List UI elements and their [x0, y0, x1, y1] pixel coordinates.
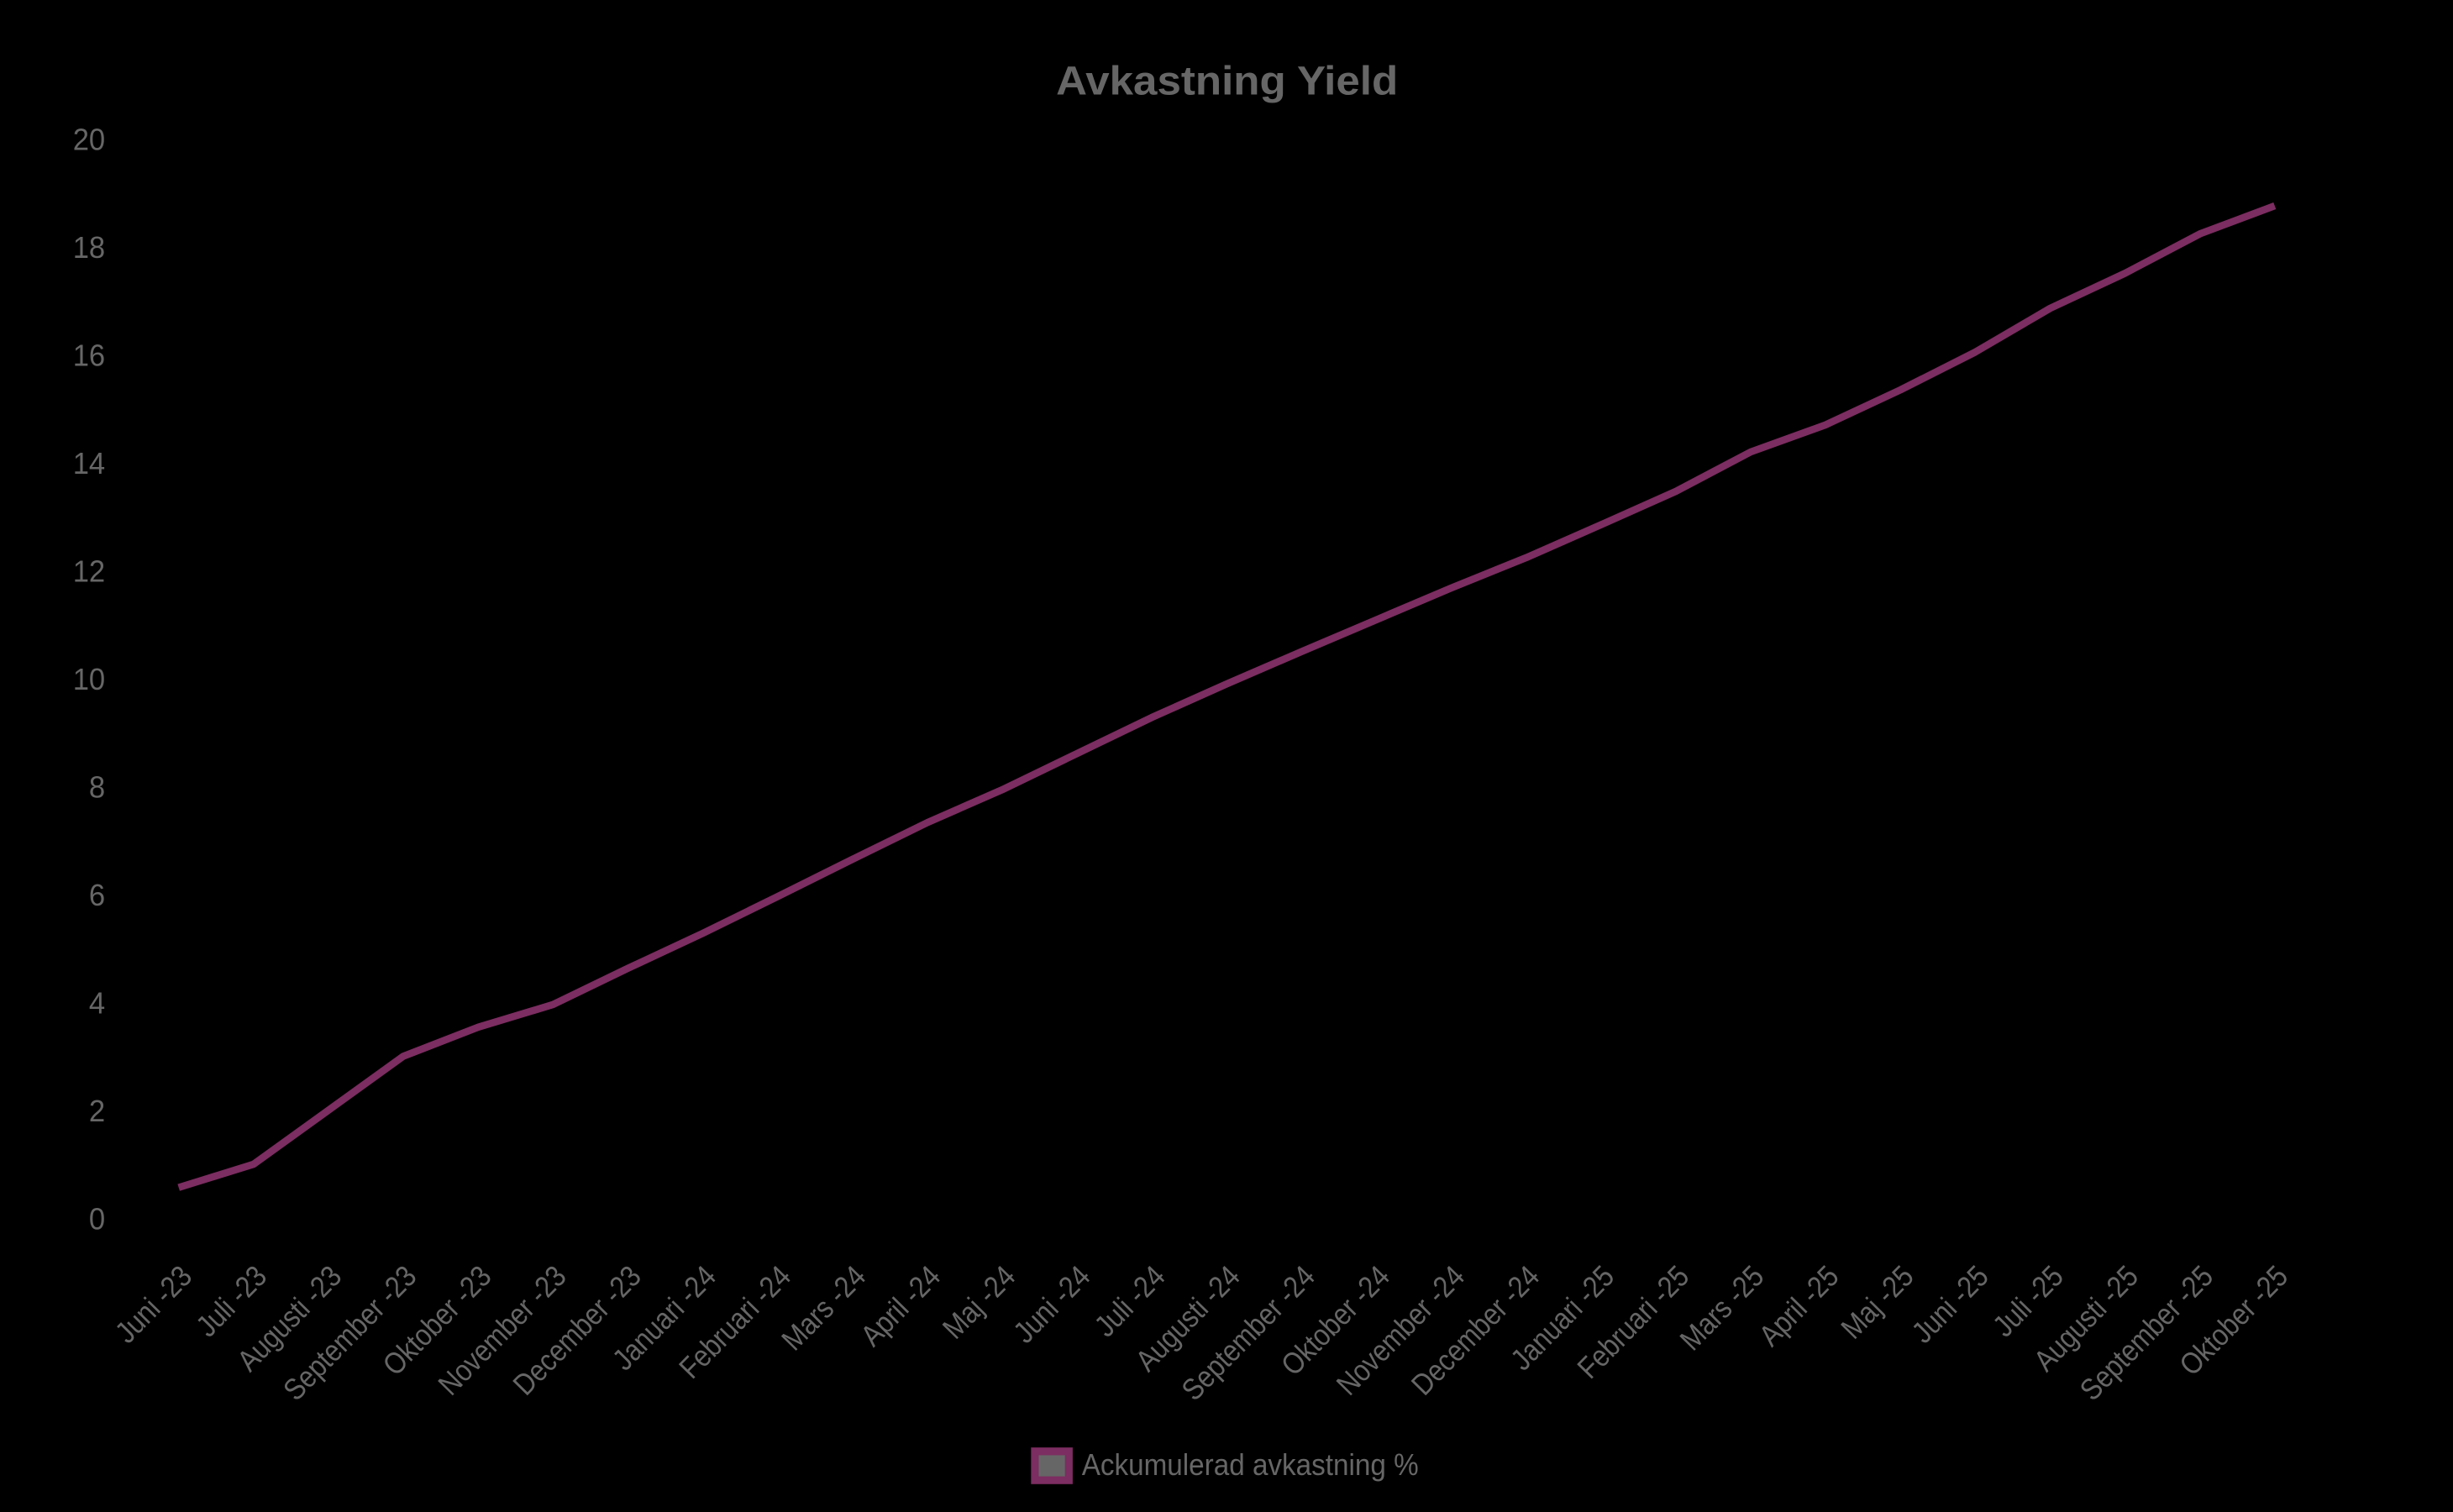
svg-text:6: 6 — [89, 878, 105, 912]
svg-text:8: 8 — [89, 769, 105, 804]
svg-text:14: 14 — [73, 446, 106, 480]
svg-text:0: 0 — [89, 1201, 105, 1236]
svg-text:20: 20 — [73, 122, 106, 156]
svg-text:4: 4 — [89, 985, 105, 1020]
svg-text:2: 2 — [89, 1094, 105, 1128]
svg-text:16: 16 — [73, 338, 106, 372]
svg-text:Ackumulerad avkastning %: Ackumulerad avkastning % — [1082, 1447, 1419, 1482]
svg-text:12: 12 — [73, 554, 106, 588]
svg-text:18: 18 — [73, 230, 106, 265]
svg-text:10: 10 — [73, 662, 106, 696]
svg-text:Avkastning Yield: Avkastning Yield — [1056, 59, 1398, 103]
